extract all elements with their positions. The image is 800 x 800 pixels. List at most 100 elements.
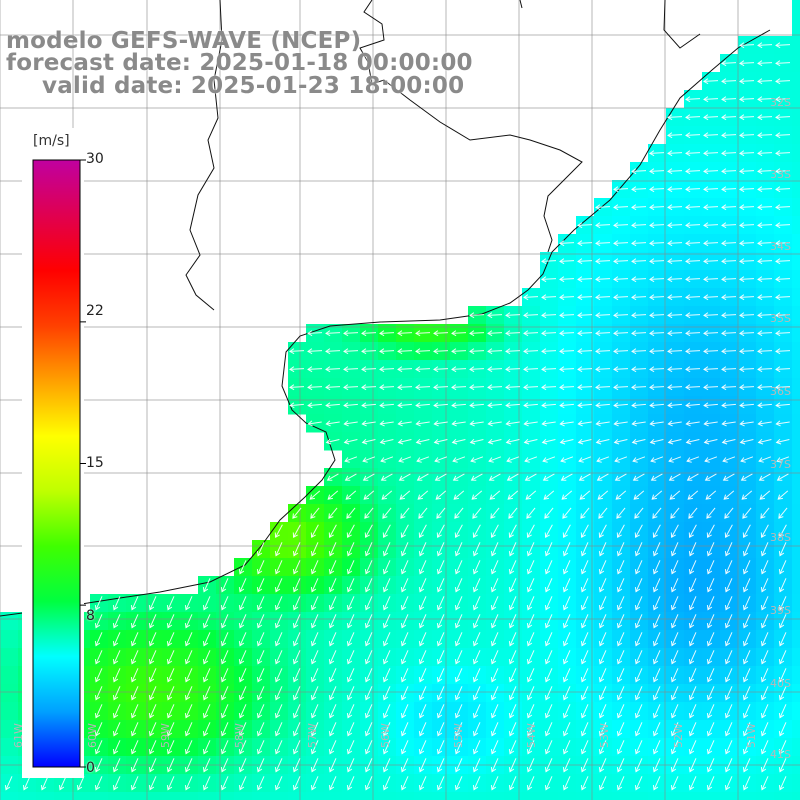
wind-arrow xyxy=(757,80,773,82)
forecast-date: forecast date: 2025-01-18 00:00:00 xyxy=(6,50,473,76)
wind-arrow xyxy=(667,314,683,316)
wind-arrow xyxy=(400,507,410,519)
wind-arrow-head xyxy=(505,366,511,373)
wind-arrow xyxy=(743,740,751,754)
wind-arrow xyxy=(473,560,481,574)
wind-arrow xyxy=(616,507,626,519)
wind-arrow xyxy=(596,439,610,443)
wind-arrow xyxy=(667,242,683,244)
wind-arrow-head xyxy=(469,438,476,445)
wind-arrow-head xyxy=(703,240,709,247)
wind-arrow-head xyxy=(508,641,515,647)
wind-arrow xyxy=(740,439,754,443)
wind-arrow-head xyxy=(634,677,641,683)
wind-arrow-head xyxy=(577,366,583,373)
wind-arrow xyxy=(329,740,337,754)
wind-arrow-head xyxy=(325,348,331,355)
wind-arrow-head xyxy=(778,623,785,629)
wind-arrow xyxy=(777,473,789,481)
wind-arrow-head xyxy=(238,767,245,773)
wind-arrow-head xyxy=(652,695,659,701)
wind-arrow-head xyxy=(454,532,460,539)
wind-arrow xyxy=(668,421,682,425)
wind-arrow-head xyxy=(289,366,295,373)
wind-arrow xyxy=(653,704,661,718)
wind-arrow-head xyxy=(562,605,569,611)
wind-arrow xyxy=(563,542,571,556)
wind-arrow-head xyxy=(757,276,763,283)
wind-arrow xyxy=(433,332,449,334)
wind-arrow xyxy=(113,704,121,718)
wind-arrow xyxy=(599,686,607,700)
wind-arrow-head xyxy=(362,475,369,481)
wind-arrow-head xyxy=(418,731,425,737)
wind-arrow xyxy=(383,776,391,790)
wind-arrow xyxy=(399,473,411,481)
wind-arrow-head xyxy=(580,532,586,539)
wind-arrow xyxy=(779,758,787,772)
wind-arrow-head xyxy=(382,532,388,539)
wind-arrow-head xyxy=(220,623,227,629)
wind-arrow xyxy=(401,740,409,754)
wind-speed-cell xyxy=(792,396,800,415)
wind-arrow-head xyxy=(490,677,497,683)
wind-arrow-head xyxy=(184,641,191,647)
wind-arrow xyxy=(185,686,193,700)
wind-arrow-head xyxy=(220,587,227,593)
wind-arrow xyxy=(469,332,485,334)
wind-arrow-head xyxy=(345,494,351,500)
wind-arrow-head xyxy=(669,494,675,500)
wind-arrow xyxy=(779,668,787,682)
wind-arrow-head xyxy=(667,420,673,427)
wind-arrow xyxy=(383,542,391,556)
wind-arrow xyxy=(329,578,337,592)
wind-arrow-head xyxy=(256,641,263,647)
wind-arrow-head xyxy=(541,366,547,373)
wind-arrow xyxy=(776,403,790,407)
wind-arrow xyxy=(703,278,719,280)
wind-arrow-head xyxy=(292,749,299,755)
wind-arrow-head xyxy=(721,132,727,139)
wind-arrow xyxy=(347,740,355,754)
wind-arrow-head xyxy=(184,677,191,683)
wind-arrow-head xyxy=(760,513,766,519)
wind-arrow-head xyxy=(562,532,568,539)
wind-arrow xyxy=(779,704,787,718)
wind-arrow xyxy=(689,704,697,718)
wind-arrow-head xyxy=(327,494,333,500)
wind-arrow-head xyxy=(706,605,713,611)
wind-arrow-head xyxy=(4,785,11,791)
wind-arrow xyxy=(685,98,701,100)
wind-arrow-head xyxy=(595,276,601,283)
wind-arrow xyxy=(383,740,391,754)
wind-arrow-head xyxy=(724,785,731,791)
wind-arrow-head xyxy=(721,258,727,265)
wind-arrow xyxy=(617,650,625,664)
wind-arrow-head xyxy=(436,551,443,557)
wind-arrow xyxy=(347,686,355,700)
wind-arrow xyxy=(775,62,791,64)
wind-arrow-head xyxy=(706,749,713,755)
wind-arrow-head xyxy=(364,695,371,701)
wind-arrow-head xyxy=(256,569,263,575)
wind-arrow-head xyxy=(436,641,443,647)
wind-arrow xyxy=(523,314,539,316)
wind-arrow-head xyxy=(667,222,673,229)
wind-speed-cell xyxy=(540,792,559,800)
wind-arrow xyxy=(721,152,737,154)
wind-speed-cell xyxy=(792,18,800,37)
wind-speed-cell xyxy=(108,792,127,800)
wind-arrow xyxy=(488,421,502,425)
wind-arrow-head xyxy=(310,551,317,557)
wind-arrow-head xyxy=(541,348,547,355)
wind-arrow xyxy=(703,224,719,226)
wind-arrow xyxy=(775,44,791,46)
wind-arrow-head xyxy=(184,659,191,665)
wind-speed-cell xyxy=(666,792,685,800)
wind-arrow xyxy=(689,740,697,754)
wind-arrow-head xyxy=(202,677,209,683)
wind-speed-cell xyxy=(792,378,800,397)
wind-arrow-head xyxy=(436,731,443,737)
wind-arrow xyxy=(293,650,301,664)
